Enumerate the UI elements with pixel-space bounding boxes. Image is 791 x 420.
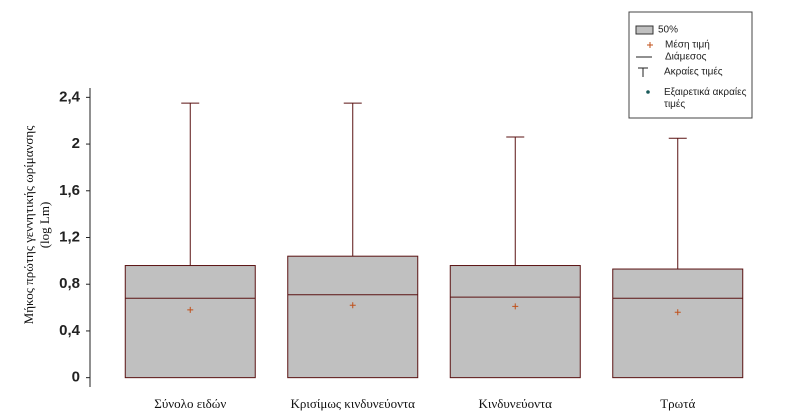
legend-label: Μέση τιμή	[665, 39, 710, 51]
box	[449, 265, 581, 379]
y-axis-label: Μήκος πρώτης γεννητικής ωρίμανσης	[21, 125, 36, 325]
legend-label: Ακραίες τιμές	[664, 66, 723, 78]
y-tick-label: 0,4	[59, 322, 81, 339]
y-axis-label: (log Lm)	[37, 202, 52, 249]
legend-label: 50%	[658, 25, 678, 36]
legend-mean	[647, 42, 653, 48]
legend-outlier	[646, 90, 650, 94]
x-tick-label: Τρωτά	[660, 396, 695, 411]
mean-marker	[187, 306, 194, 313]
mean-marker	[512, 303, 519, 310]
x-tick-label: Κινδυνεύοντα	[478, 396, 552, 411]
box	[124, 265, 256, 379]
y-tick-label: 1,2	[59, 228, 80, 245]
legend-whisker	[638, 67, 648, 77]
legend-swatch	[635, 25, 654, 35]
mean-marker	[674, 309, 681, 316]
box	[287, 255, 419, 379]
x-tick-label: Κρισίμως κινδυνεύοντα	[291, 396, 416, 411]
legend-label: Διάμεσος	[665, 51, 707, 63]
y-tick-label: 0	[72, 369, 80, 386]
y-tick-label: 2	[72, 135, 80, 152]
mean-marker	[349, 302, 356, 309]
legend-label: Εξαιρετικά ακραίες τιμές	[664, 86, 747, 110]
y-tick-label: 0,8	[59, 275, 80, 292]
y-tick-label: 1,6	[59, 182, 80, 199]
box	[612, 268, 744, 379]
x-tick-label: Σύνολο ειδών	[154, 396, 226, 411]
y-tick-label: 2,4	[59, 88, 81, 105]
